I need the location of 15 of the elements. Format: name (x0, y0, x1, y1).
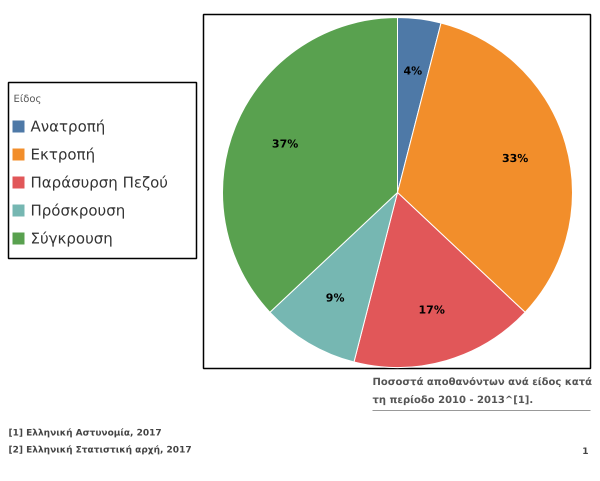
legend-label: Πρόσκρουση (30, 202, 126, 220)
data-label: 17% (418, 304, 445, 317)
text: 1 (582, 447, 589, 457)
text: Ποσοστά αποθανόντων ανά είδος κατά τη περίοδο 2010 - 2013^[1]. (372, 377, 592, 406)
legend-label: Ανατροπή (30, 118, 106, 136)
data-label: 33% (502, 152, 528, 165)
data-label: 37% (272, 137, 298, 150)
data-label: 9% (326, 291, 344, 304)
text: [1] Ελληνική Αστυνομία, 2017 (8, 428, 162, 438)
text: [2] Ελληνική Στατιστική αρχή, 2017 (8, 444, 192, 456)
legend-label: Σύγκρουση (30, 230, 113, 248)
legend-label: Εκτροπή (30, 146, 96, 164)
data-label: 4% (404, 64, 422, 78)
legend-label: Παράσυρση Πεζού (30, 174, 168, 192)
legend-title: Είδος (14, 94, 42, 105)
